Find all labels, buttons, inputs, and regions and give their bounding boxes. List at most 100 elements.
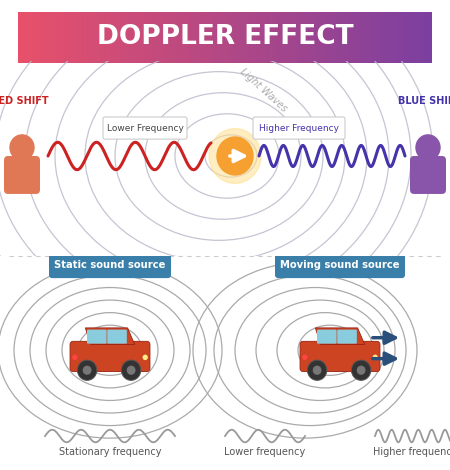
- FancyBboxPatch shape: [317, 329, 337, 344]
- Bar: [199, 12, 201, 63]
- Bar: [198, 12, 199, 63]
- Circle shape: [373, 354, 378, 360]
- Bar: [217, 12, 219, 63]
- Bar: [256, 12, 257, 63]
- Bar: [274, 12, 275, 63]
- Bar: [159, 12, 160, 63]
- Bar: [194, 12, 196, 63]
- Bar: [377, 12, 378, 63]
- Bar: [47, 12, 49, 63]
- Bar: [230, 12, 231, 63]
- Bar: [325, 12, 327, 63]
- Bar: [196, 12, 198, 63]
- FancyBboxPatch shape: [410, 156, 446, 194]
- Bar: [383, 12, 385, 63]
- Bar: [57, 12, 59, 63]
- Bar: [125, 12, 126, 63]
- Bar: [380, 12, 382, 63]
- Bar: [94, 12, 96, 63]
- Bar: [303, 12, 304, 63]
- Bar: [186, 12, 188, 63]
- Bar: [235, 12, 236, 63]
- Bar: [408, 12, 410, 63]
- Bar: [299, 12, 301, 63]
- Bar: [191, 12, 193, 63]
- Bar: [20, 12, 21, 63]
- Bar: [207, 12, 209, 63]
- Bar: [181, 12, 183, 63]
- Bar: [338, 12, 340, 63]
- Bar: [327, 12, 328, 63]
- Bar: [78, 12, 80, 63]
- Bar: [418, 12, 419, 63]
- Bar: [40, 12, 42, 63]
- Bar: [86, 12, 88, 63]
- Circle shape: [351, 360, 371, 380]
- Bar: [102, 12, 104, 63]
- Polygon shape: [86, 328, 135, 345]
- Bar: [173, 12, 175, 63]
- Bar: [355, 12, 356, 63]
- Bar: [204, 12, 206, 63]
- Bar: [396, 12, 398, 63]
- Bar: [49, 12, 50, 63]
- FancyBboxPatch shape: [4, 156, 40, 194]
- Bar: [277, 12, 279, 63]
- Bar: [319, 12, 320, 63]
- Bar: [333, 12, 335, 63]
- Bar: [390, 12, 392, 63]
- Bar: [214, 12, 215, 63]
- Circle shape: [72, 354, 77, 360]
- Bar: [55, 12, 57, 63]
- Bar: [140, 12, 141, 63]
- Circle shape: [122, 360, 141, 380]
- Bar: [223, 12, 225, 63]
- Bar: [141, 12, 143, 63]
- Bar: [162, 12, 163, 63]
- Bar: [154, 12, 155, 63]
- FancyBboxPatch shape: [49, 251, 171, 278]
- Bar: [362, 12, 364, 63]
- Bar: [188, 12, 189, 63]
- Bar: [367, 12, 369, 63]
- FancyBboxPatch shape: [87, 329, 107, 344]
- Bar: [44, 12, 45, 63]
- Bar: [36, 12, 37, 63]
- Bar: [356, 12, 358, 63]
- Bar: [283, 12, 285, 63]
- Circle shape: [83, 366, 91, 375]
- FancyBboxPatch shape: [103, 117, 187, 139]
- Bar: [215, 12, 217, 63]
- Bar: [290, 12, 291, 63]
- Text: Stationary frequency: Stationary frequency: [59, 446, 161, 457]
- FancyBboxPatch shape: [300, 341, 380, 371]
- Bar: [304, 12, 306, 63]
- Bar: [99, 12, 100, 63]
- Bar: [239, 12, 241, 63]
- Bar: [206, 12, 207, 63]
- Bar: [170, 12, 171, 63]
- Circle shape: [10, 135, 34, 160]
- Bar: [295, 12, 296, 63]
- Bar: [340, 12, 342, 63]
- Text: DOPPLER EFFECT: DOPPLER EFFECT: [97, 24, 353, 49]
- Bar: [143, 12, 144, 63]
- Bar: [168, 12, 170, 63]
- Bar: [257, 12, 259, 63]
- Bar: [320, 12, 322, 63]
- Bar: [80, 12, 81, 63]
- Bar: [291, 12, 293, 63]
- Bar: [398, 12, 400, 63]
- Bar: [301, 12, 303, 63]
- Bar: [209, 12, 211, 63]
- Bar: [342, 12, 343, 63]
- FancyBboxPatch shape: [107, 329, 127, 344]
- Bar: [279, 12, 280, 63]
- Bar: [309, 12, 310, 63]
- Bar: [285, 12, 287, 63]
- Bar: [405, 12, 406, 63]
- Bar: [243, 12, 244, 63]
- FancyBboxPatch shape: [253, 117, 345, 139]
- Bar: [73, 12, 75, 63]
- Bar: [75, 12, 76, 63]
